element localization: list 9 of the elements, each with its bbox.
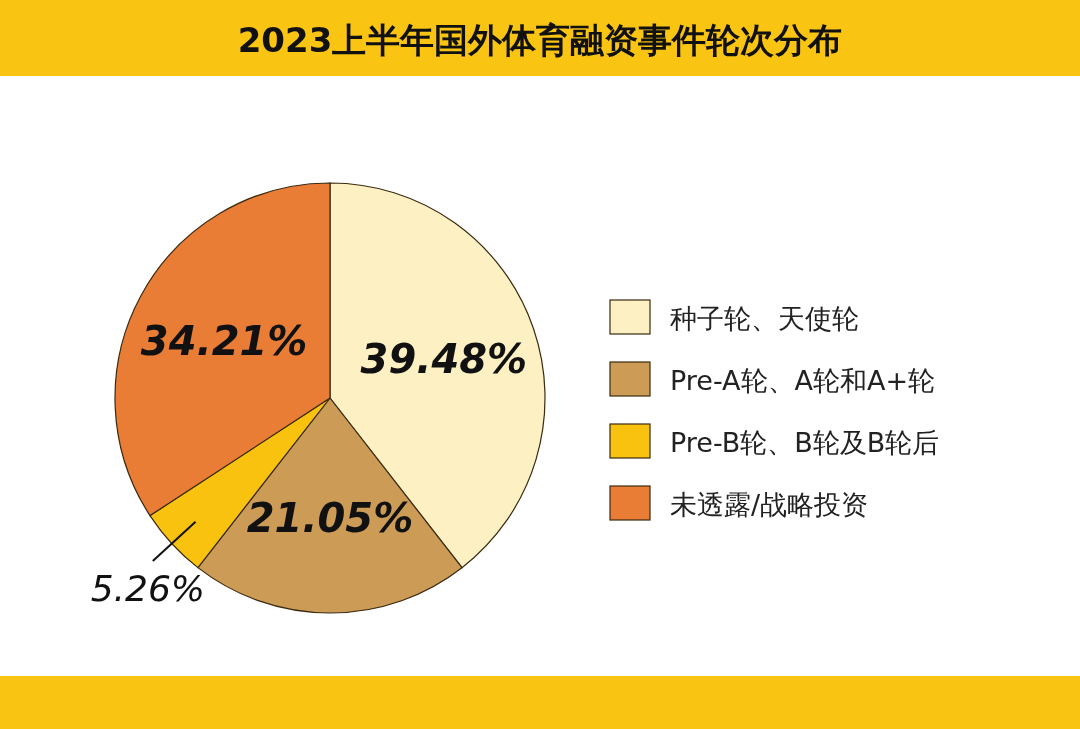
- chart-title: 2023上半年国外体育融资事件轮次分布: [237, 20, 843, 60]
- data-label: 39.48%: [360, 335, 528, 382]
- legend-label: Pre-A轮、A轮和A+轮: [670, 365, 936, 396]
- legend-label: 种子轮、天使轮: [670, 303, 859, 334]
- data-label: 34.21%: [140, 317, 308, 364]
- data-label: 21.05%: [246, 495, 414, 542]
- data-label: 5.26%: [90, 568, 205, 610]
- legend-label: Pre-B轮、B轮及B轮后: [670, 427, 940, 458]
- legend-label: 未透露/战略投资: [670, 489, 869, 520]
